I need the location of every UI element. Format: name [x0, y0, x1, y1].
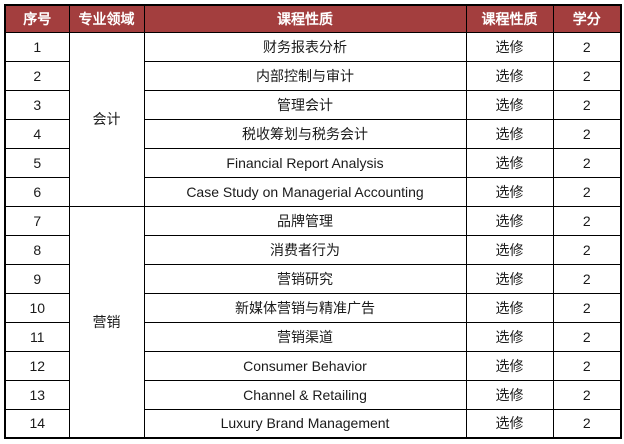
credits-cell: 2 [552, 147, 622, 178]
credits-cell: 2 [552, 234, 622, 265]
header-course-nature-wide: 课程性质 [143, 4, 467, 33]
table-row: 8 消费者行为 选修 2 [4, 234, 622, 265]
course-nature-cell: 选修 [465, 263, 554, 294]
course-name-cell: Case Study on Managerial Accounting [143, 176, 467, 207]
course-name-cell: 营销渠道 [143, 321, 467, 352]
course-nature-cell: 选修 [465, 60, 554, 91]
header-field: 专业领域 [68, 4, 145, 33]
field-cell: 会计 [68, 31, 145, 207]
course-name-cell: 财务报表分析 [143, 31, 467, 62]
serial-number-cell: 10 [4, 292, 70, 323]
course-name-cell: Financial Report Analysis [143, 147, 467, 178]
credits-cell: 2 [552, 292, 622, 323]
table-body: 1 会计 财务报表分析 选修 2 2 内部控制与审计 选修 2 3 管理会计 选修 2 4 税收筹划与税务会… [4, 31, 622, 439]
serial-number-cell: 14 [4, 408, 70, 439]
table-row: 1 会计 财务报表分析 选修 2 [4, 31, 622, 207]
serial-number-cell: 2 [4, 60, 70, 91]
course-nature-cell: 选修 [465, 205, 554, 236]
credits-cell: 2 [552, 118, 622, 149]
table-row: 6 Case Study on Managerial Accounting 选修 2 [4, 176, 622, 207]
table-row: 13 Channel & Retailing 选修 2 [4, 379, 622, 410]
course-name-cell: Consumer Behavior [143, 350, 467, 381]
header-credits: 学分 [552, 4, 622, 33]
serial-number-cell: 1 [4, 31, 70, 62]
credits-cell: 2 [552, 60, 622, 91]
course-name-cell: 品牌管理 [143, 205, 467, 236]
serial-number-cell: 11 [4, 321, 70, 352]
table-row: 7 营销 品牌管理 选修 2 [4, 205, 622, 439]
course-nature-cell: 选修 [465, 408, 554, 439]
course-nature-cell: 选修 [465, 31, 554, 62]
course-nature-cell: 选修 [465, 234, 554, 265]
serial-number-cell: 12 [4, 350, 70, 381]
course-table: 序号 专业领域 课程性质 课程性质 学分 1 会计 财务报表分析 选修 2 2 内部控制与审… [4, 4, 622, 439]
course-name-cell: 管理会计 [143, 89, 467, 120]
credits-cell: 2 [552, 31, 622, 62]
credits-cell: 2 [552, 379, 622, 410]
course-name-cell: Channel & Retailing [143, 379, 467, 410]
course-name-cell: 新媒体营销与精准广告 [143, 292, 467, 323]
field-cell: 营销 [68, 205, 145, 439]
header-course-nature: 课程性质 [465, 4, 554, 33]
course-nature-cell: 选修 [465, 176, 554, 207]
header-row: 序号 专业领域 课程性质 课程性质 学分 [4, 4, 622, 33]
table-row: 14 Luxury Brand Management 选修 2 [4, 408, 622, 439]
serial-number-cell: 6 [4, 176, 70, 207]
course-nature-cell: 选修 [465, 118, 554, 149]
course-nature-cell: 选修 [465, 321, 554, 352]
table-row: 9 营销研究 选修 2 [4, 263, 622, 294]
table-row: 5 Financial Report Analysis 选修 2 [4, 147, 622, 178]
course-nature-cell: 选修 [465, 147, 554, 178]
credits-cell: 2 [552, 205, 622, 236]
course-nature-cell: 选修 [465, 89, 554, 120]
header-serial-number: 序号 [4, 4, 70, 33]
serial-number-cell: 9 [4, 263, 70, 294]
serial-number-cell: 13 [4, 379, 70, 410]
course-nature-cell: 选修 [465, 350, 554, 381]
credits-cell: 2 [552, 350, 622, 381]
table-row: 10 新媒体营销与精准广告 选修 2 [4, 292, 622, 323]
course-nature-cell: 选修 [465, 292, 554, 323]
credits-cell: 2 [552, 89, 622, 120]
credits-cell: 2 [552, 263, 622, 294]
credits-cell: 2 [552, 408, 622, 439]
course-name-cell: 内部控制与审计 [143, 60, 467, 91]
credits-cell: 2 [552, 321, 622, 352]
serial-number-cell: 5 [4, 147, 70, 178]
serial-number-cell: 3 [4, 89, 70, 120]
course-name-cell: 税收筹划与税务会计 [143, 118, 467, 149]
serial-number-cell: 7 [4, 205, 70, 236]
credits-cell: 2 [552, 176, 622, 207]
course-name-cell: Luxury Brand Management [143, 408, 467, 439]
table-row: 11 营销渠道 选修 2 [4, 321, 622, 352]
course-name-cell: 营销研究 [143, 263, 467, 294]
course-name-cell: 消费者行为 [143, 234, 467, 265]
serial-number-cell: 4 [4, 118, 70, 149]
course-nature-cell: 选修 [465, 379, 554, 410]
serial-number-cell: 8 [4, 234, 70, 265]
